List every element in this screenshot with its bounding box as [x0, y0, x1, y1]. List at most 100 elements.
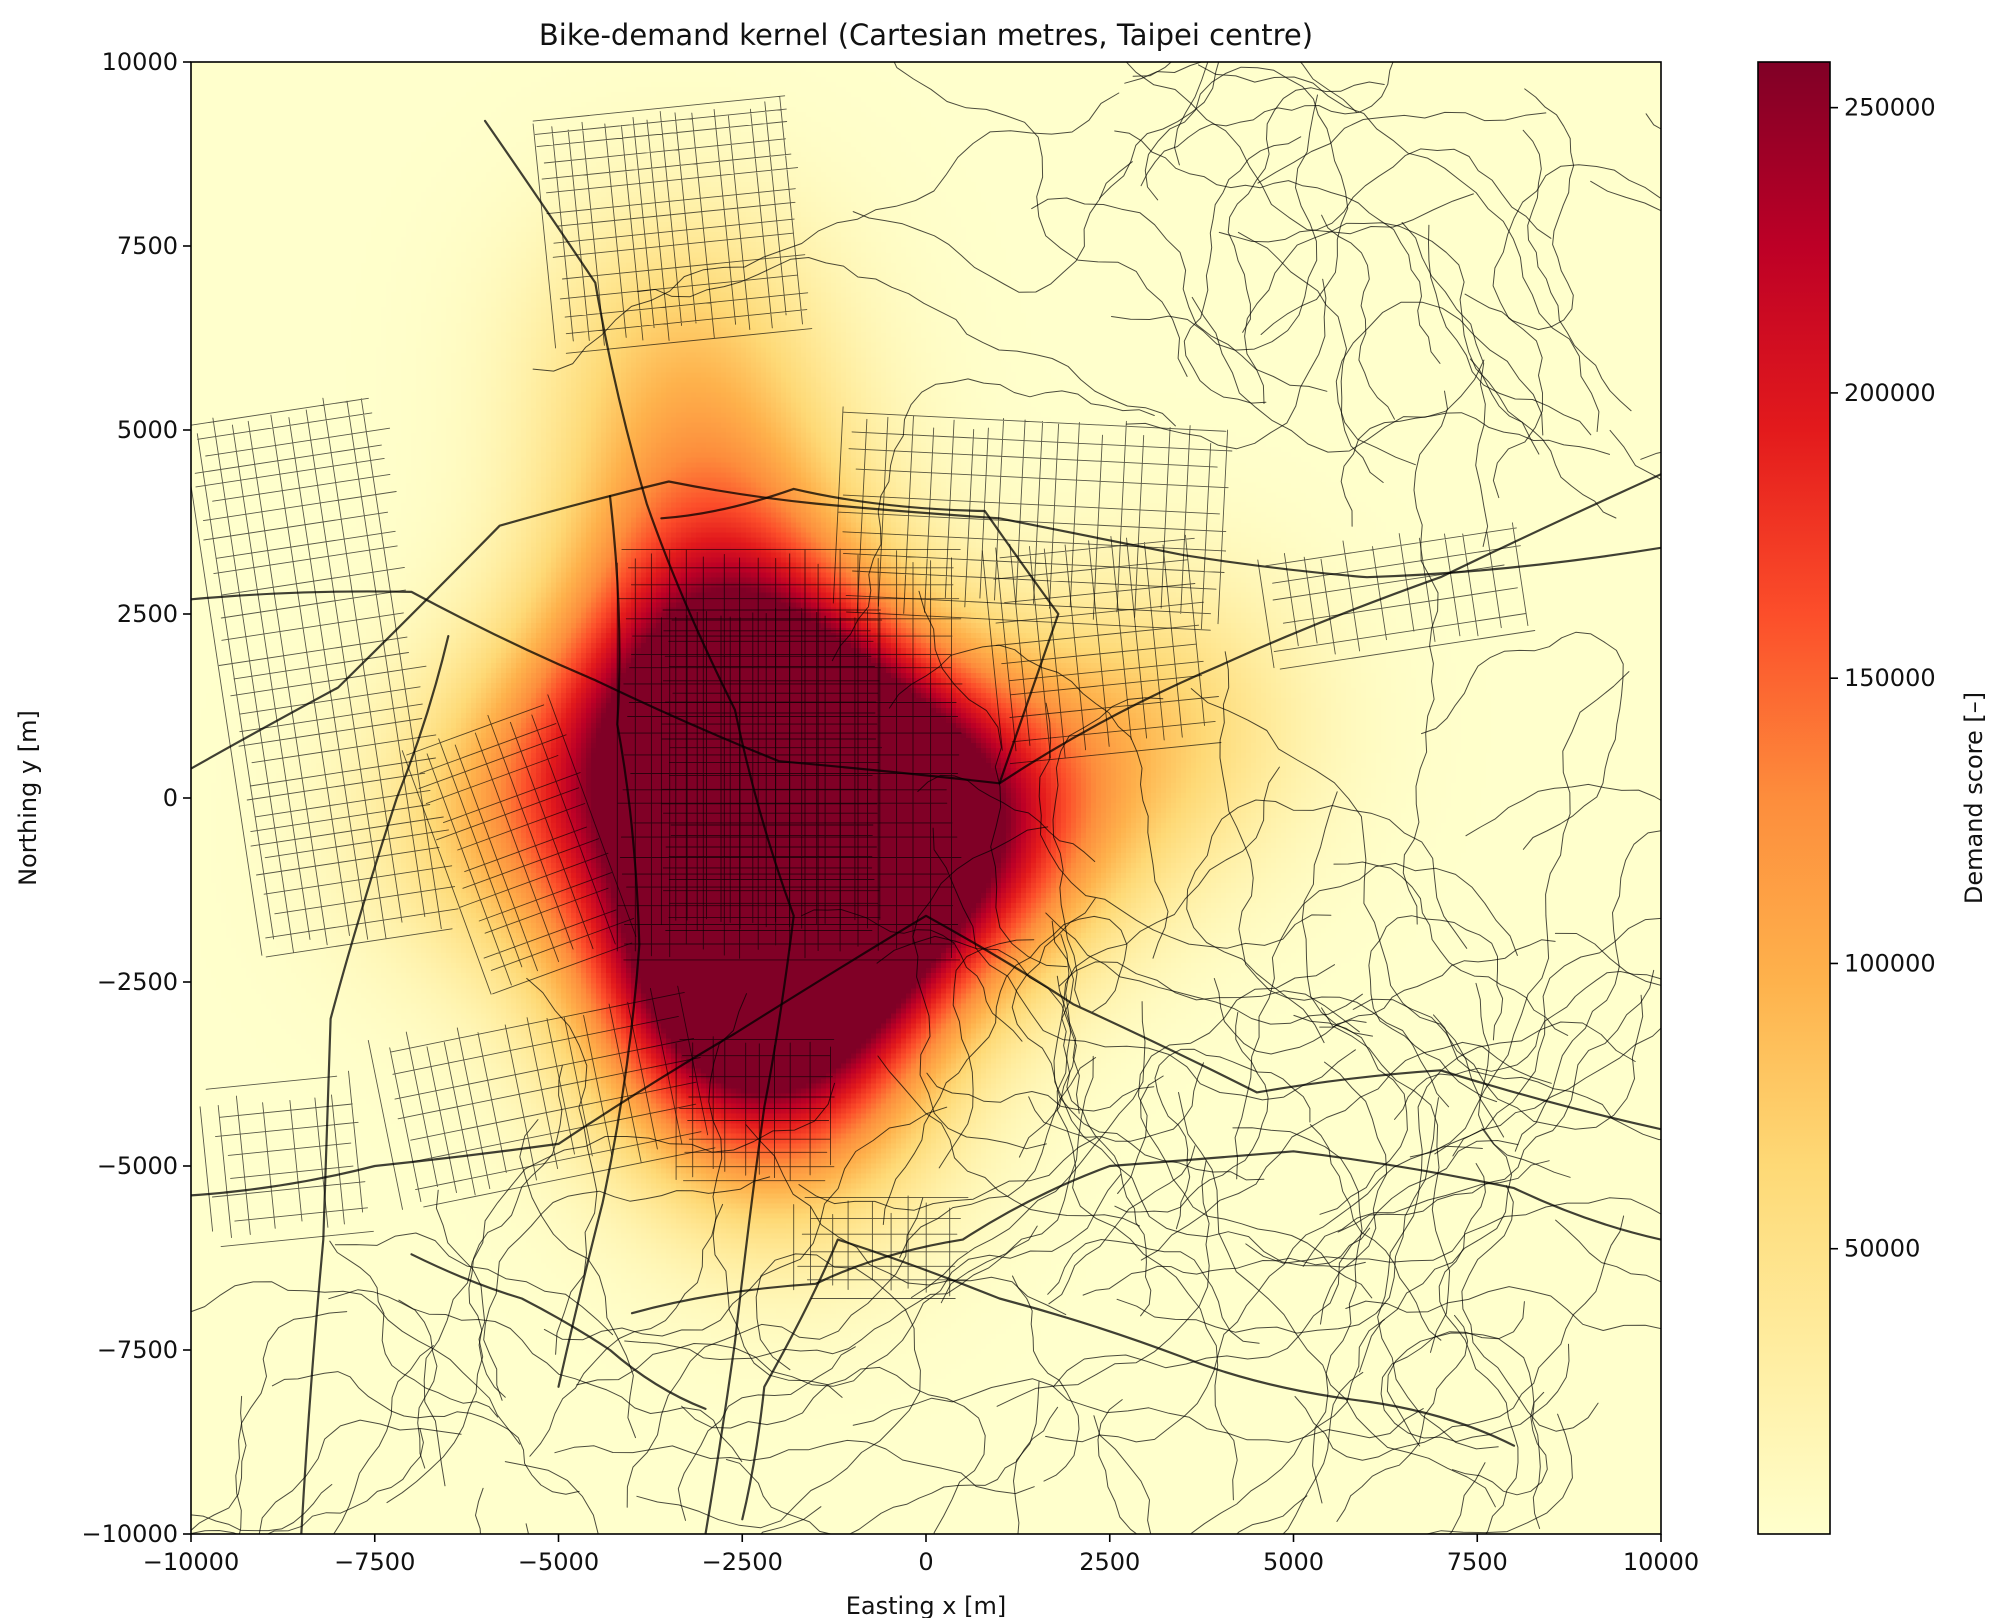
road [410, 1253, 707, 1410]
road [1038, 702, 1332, 949]
road [191, 1484, 333, 1532]
y-tick-label: −10000 [82, 1520, 178, 1548]
road [1178, 1092, 1496, 1508]
road [1359, 1127, 1512, 1373]
road [191, 1395, 247, 1531]
x-axis-label: Easting x [m] [846, 1592, 1006, 1618]
road [981, 534, 1222, 765]
road [1522, 129, 1632, 412]
road [1492, 164, 1661, 499]
road [191, 473, 1661, 785]
road [917, 774, 1096, 862]
colorbar-tick-label: 150000 [1844, 664, 1936, 692]
road [334, 1232, 614, 1336]
road [1048, 1145, 1196, 1305]
road [1402, 390, 1448, 925]
road [504, 1461, 599, 1534]
road [1245, 1197, 1661, 1264]
road [1451, 1391, 1548, 1496]
road [1257, 111, 1547, 184]
road [660, 487, 1060, 785]
road [191, 397, 459, 958]
road [367, 985, 716, 1210]
road [1052, 697, 1164, 1007]
road [1140, 1041, 1552, 1261]
road [1186, 799, 1468, 1044]
road [191, 480, 1661, 770]
road [328, 1289, 438, 1469]
road [386, 1189, 486, 1504]
road [1219, 651, 1450, 1108]
x-tick-label: 5000 [1263, 1548, 1324, 1576]
road [1380, 1301, 1570, 1443]
colorbar-gradient [1757, 61, 1831, 1535]
road [1099, 62, 1220, 199]
road [1218, 148, 1552, 243]
road [557, 495, 641, 1388]
road [532, 95, 813, 354]
road [1433, 1014, 1661, 1141]
x-tick-label: 10000 [1623, 1548, 1699, 1576]
x-tick-label: 2500 [1079, 1548, 1140, 1576]
road [554, 1439, 1035, 1495]
road [1409, 671, 1630, 1158]
road [1645, 113, 1661, 130]
road [1555, 1219, 1661, 1283]
road [1056, 934, 1238, 1501]
road [681, 1366, 986, 1534]
y-tick-label: −7500 [97, 1336, 178, 1364]
road [1319, 939, 1556, 1028]
road [258, 1419, 462, 1534]
road [1424, 1413, 1573, 1534]
road [401, 694, 637, 995]
y-tick-label: 2500 [117, 600, 178, 628]
road [1056, 975, 1152, 1317]
road [398, 1299, 743, 1463]
road-network [191, 62, 1661, 1534]
road [1464, 88, 1575, 331]
road [543, 1106, 948, 1341]
road [760, 1506, 822, 1534]
road [630, 1150, 1661, 1315]
road [899, 1057, 1097, 1259]
road [626, 1197, 924, 1508]
road [1117, 964, 1335, 1194]
colorbar-tick-label: 50000 [1844, 1235, 1920, 1263]
road [1232, 1127, 1363, 1504]
road [677, 1346, 856, 1521]
road [1321, 214, 1395, 420]
x-tick-label: −2500 [702, 1548, 783, 1576]
road [1140, 1075, 1373, 1299]
road [1282, 1371, 1364, 1534]
road [329, 1240, 499, 1418]
colorbar-tick-label: 200000 [1844, 379, 1936, 407]
road [1189, 1319, 1385, 1534]
road [1438, 1163, 1519, 1534]
road [893, 62, 1188, 377]
road [1452, 1027, 1661, 1157]
road [1368, 915, 1504, 1103]
road [1154, 1048, 1311, 1230]
road [483, 119, 795, 1534]
colorbar: 50000 100000 150000 200000 250000 Demand sco… [1757, 61, 1988, 1535]
road [741, 1238, 1516, 1521]
y-axis: −10000 −7500 −5000 −2500 0 2500 5000 7500 10000 [82, 48, 191, 1548]
road [526, 977, 598, 1355]
road [1336, 1314, 1469, 1522]
road [932, 827, 1356, 1101]
road [1321, 1007, 1451, 1353]
road [1465, 783, 1661, 837]
road [1401, 222, 1489, 547]
y-tick-label: 0 [163, 784, 178, 812]
road [877, 1055, 1140, 1227]
road [1257, 522, 1536, 670]
road [1377, 1021, 1636, 1450]
road [1448, 1462, 1486, 1534]
road [1183, 136, 1302, 404]
road [1191, 296, 1485, 453]
road [271, 1371, 580, 1495]
road [1337, 969, 1655, 1233]
road [1514, 830, 1661, 1152]
road [191, 1281, 521, 1445]
road [801, 909, 1023, 1042]
